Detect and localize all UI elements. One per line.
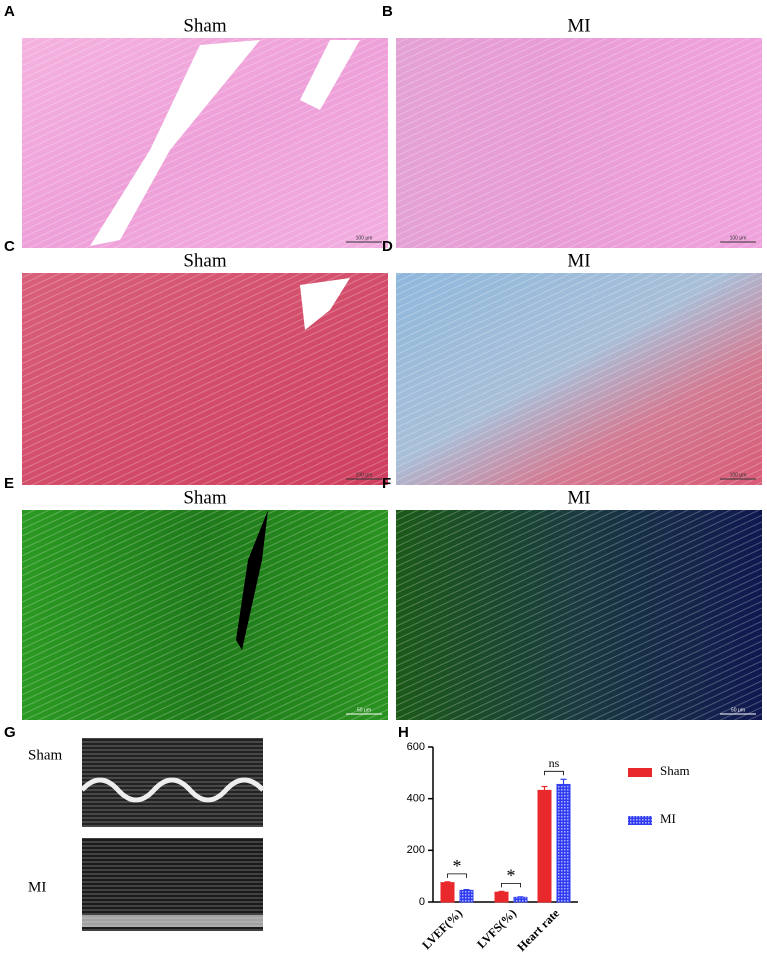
x-tick-label: LVFS(%) [474, 906, 519, 951]
legend-label: Sham [660, 763, 690, 778]
significance-label: ns [549, 756, 560, 770]
scale-label: 100 μm [730, 472, 747, 478]
tissue-gap [300, 40, 360, 110]
significance-label: * [453, 856, 462, 876]
panel-letter: G [4, 724, 16, 741]
echo-wall [82, 915, 263, 927]
bar-texture [557, 784, 570, 902]
bar-texture [514, 897, 527, 902]
panel-letter: C [4, 238, 15, 255]
x-tick-label: LVEF(%) [419, 906, 465, 952]
y-tick-label: 0 [419, 896, 425, 908]
panel-letter: D [382, 238, 393, 255]
panel-title: Sham [183, 15, 227, 36]
micrograph-texture [396, 38, 762, 248]
legend-label: MI [660, 811, 676, 826]
legend-texture [628, 816, 652, 825]
echo-label: MI [28, 879, 46, 895]
scale-label: 100 μm [356, 235, 373, 241]
significance-label: * [507, 866, 516, 886]
micrograph-texture [22, 510, 388, 720]
scale-label: 100 μm [730, 235, 747, 241]
bar [537, 789, 552, 903]
scale-label: 100 μm [356, 472, 373, 478]
panel-title: Sham [183, 487, 227, 508]
significance-bracket [447, 873, 467, 878]
scale-label: 50 μm [731, 707, 745, 713]
y-tick-label: 600 [407, 741, 425, 753]
legend-swatch [628, 768, 652, 777]
bar [440, 882, 455, 903]
significance-bracket [544, 770, 564, 776]
micrograph-texture [396, 273, 762, 485]
tissue-gap [90, 40, 260, 246]
echo-panel: G Sham MI [4, 724, 265, 931]
panel-title: MI [567, 250, 590, 271]
echo-label: Sham [28, 747, 63, 763]
significance-bracket [501, 883, 521, 888]
bar [494, 891, 509, 903]
scale-label: 50 μm [357, 707, 371, 713]
y-tick-label: 400 [407, 793, 425, 805]
bar-texture [460, 890, 473, 902]
panel-title: Sham [183, 250, 227, 271]
panel-letter: A [4, 3, 15, 20]
y-tick-label: 200 [407, 844, 425, 856]
panel-letter: B [382, 3, 393, 20]
tissue-gap [236, 510, 268, 650]
panel-letter: F [382, 475, 391, 492]
panel-letter: E [4, 475, 14, 492]
panel-title: MI [567, 15, 590, 36]
panel-title: MI [567, 487, 590, 508]
x-tick-label: Heart rate [514, 906, 562, 954]
tissue-gap [300, 278, 350, 330]
echo-wall [80, 777, 265, 803]
micrograph-texture [396, 510, 762, 720]
panel-letter: H [398, 724, 409, 741]
